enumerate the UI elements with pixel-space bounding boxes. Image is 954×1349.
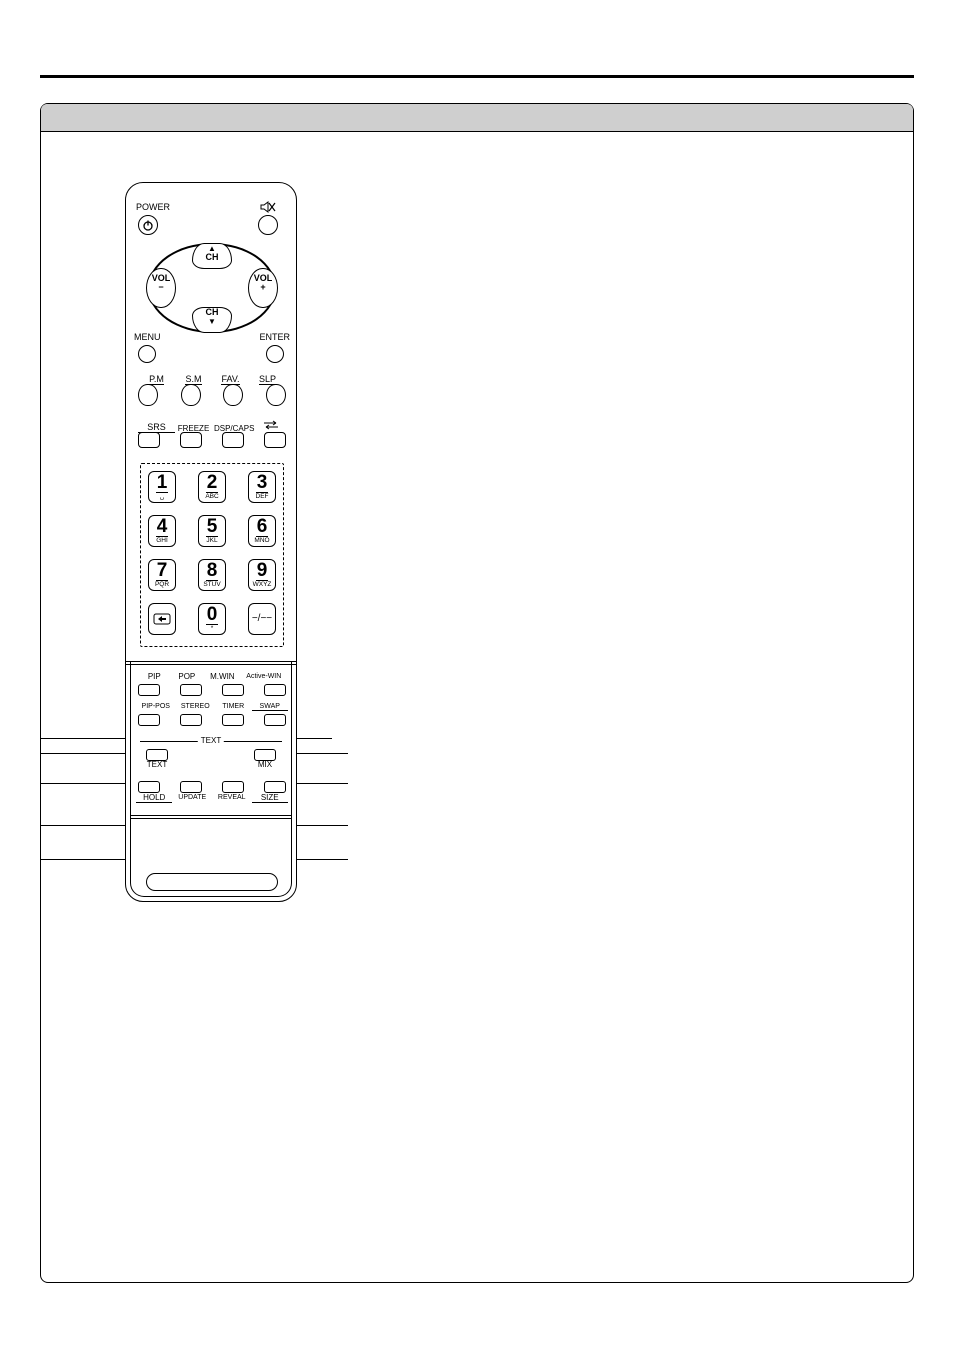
- swap-arrows-icon: [262, 420, 280, 430]
- key-1[interactable]: 1␣: [148, 471, 176, 503]
- key-3[interactable]: 3DEF: [248, 471, 276, 503]
- leader-line: [288, 859, 348, 860]
- dsp-button[interactable]: [222, 432, 244, 448]
- key-2[interactable]: 2ABC: [198, 471, 226, 503]
- pip-label: PIP: [138, 673, 171, 681]
- power-label: POWER: [136, 203, 170, 212]
- swap-label: SWAP: [252, 703, 288, 711]
- panel-divider-2: [130, 815, 292, 819]
- key-7[interactable]: 7PQR: [148, 559, 176, 591]
- stereo-label: STEREO: [176, 703, 216, 711]
- pm-button[interactable]: [138, 384, 158, 406]
- slp-button[interactable]: [266, 384, 286, 406]
- leader-line: [288, 753, 348, 754]
- pippos-button[interactable]: [138, 714, 160, 726]
- freeze-button[interactable]: [180, 432, 202, 448]
- srs-button[interactable]: [138, 432, 160, 448]
- channel-up-button[interactable]: ▲ CH: [192, 243, 232, 269]
- stereo-button[interactable]: [180, 714, 202, 726]
- channel-up-label: CH: [193, 253, 231, 262]
- power-button[interactable]: [138, 215, 158, 235]
- menu-label: MENU: [134, 333, 161, 342]
- leader-line: [41, 753, 136, 754]
- size-button[interactable]: [264, 781, 286, 793]
- text-label: TEXT: [146, 761, 168, 769]
- pip-button[interactable]: [138, 684, 160, 696]
- volume-down-button[interactable]: VOL −: [146, 268, 176, 308]
- vol-plus-label-bot: +: [249, 283, 277, 292]
- page-frame: POWER ▲ CH CH ▼ VOL −: [40, 103, 914, 1283]
- mute-button[interactable]: [258, 215, 278, 235]
- reveal-button[interactable]: [222, 781, 244, 793]
- channel-down-button[interactable]: CH ▼: [192, 307, 232, 333]
- key-0[interactable]: 0*: [198, 603, 226, 635]
- frame-header-band: [41, 104, 913, 132]
- mwin-label: M.WIN: [203, 673, 241, 681]
- pop-button[interactable]: [180, 684, 202, 696]
- vol-minus-label-bot: −: [147, 283, 175, 292]
- timer-label: TIMER: [215, 703, 251, 711]
- fav-button[interactable]: [223, 384, 243, 406]
- leader-line: [288, 825, 348, 826]
- swap-button[interactable]: [264, 714, 286, 726]
- hold-button[interactable]: [138, 781, 160, 793]
- leader-line: [41, 825, 136, 826]
- brand-plate: [146, 873, 278, 891]
- leader-line: [41, 783, 136, 784]
- enter-button[interactable]: [266, 345, 284, 363]
- lower-panel-outline: [130, 661, 292, 897]
- key-return[interactable]: [148, 603, 176, 635]
- mute-icon: [260, 201, 276, 213]
- text-group-label: TEXT: [198, 736, 224, 745]
- power-icon: [142, 219, 154, 231]
- size-label: SIZE: [252, 794, 288, 803]
- volume-up-button[interactable]: VOL +: [248, 268, 278, 308]
- text-group-divider: TEXT: [140, 741, 282, 742]
- hold-label: HOLD: [136, 794, 172, 803]
- mix-label: MIX: [254, 761, 276, 769]
- key-5[interactable]: 5JKL: [198, 515, 226, 547]
- reveal-label: REVEAL: [212, 794, 252, 803]
- return-icon: [153, 613, 171, 625]
- key-4[interactable]: 4GHI: [148, 515, 176, 547]
- pop-label: POP: [171, 673, 204, 681]
- input-cycle-button[interactable]: [264, 432, 286, 448]
- update-button[interactable]: [180, 781, 202, 793]
- key-dash[interactable]: −/−−: [248, 603, 276, 635]
- menu-button[interactable]: [138, 345, 156, 363]
- mwin-button[interactable]: [222, 684, 244, 696]
- timer-button[interactable]: [222, 714, 244, 726]
- pippos-label: PIP-POS: [136, 703, 176, 711]
- enter-label: ENTER: [259, 333, 290, 342]
- leader-line: [288, 783, 348, 784]
- activewin-label: Active-WIN: [242, 673, 286, 681]
- channel-down-label: CH: [193, 308, 231, 317]
- update-label: UPDATE: [172, 794, 212, 803]
- key-9[interactable]: 9WXYZ: [248, 559, 276, 591]
- remote-control: POWER ▲ CH CH ▼ VOL −: [125, 182, 297, 902]
- activewin-button[interactable]: [264, 684, 286, 696]
- key-8[interactable]: 8STUV: [198, 559, 226, 591]
- leader-line: [41, 859, 136, 860]
- key-6[interactable]: 6MNO: [248, 515, 276, 547]
- sm-button[interactable]: [181, 384, 201, 406]
